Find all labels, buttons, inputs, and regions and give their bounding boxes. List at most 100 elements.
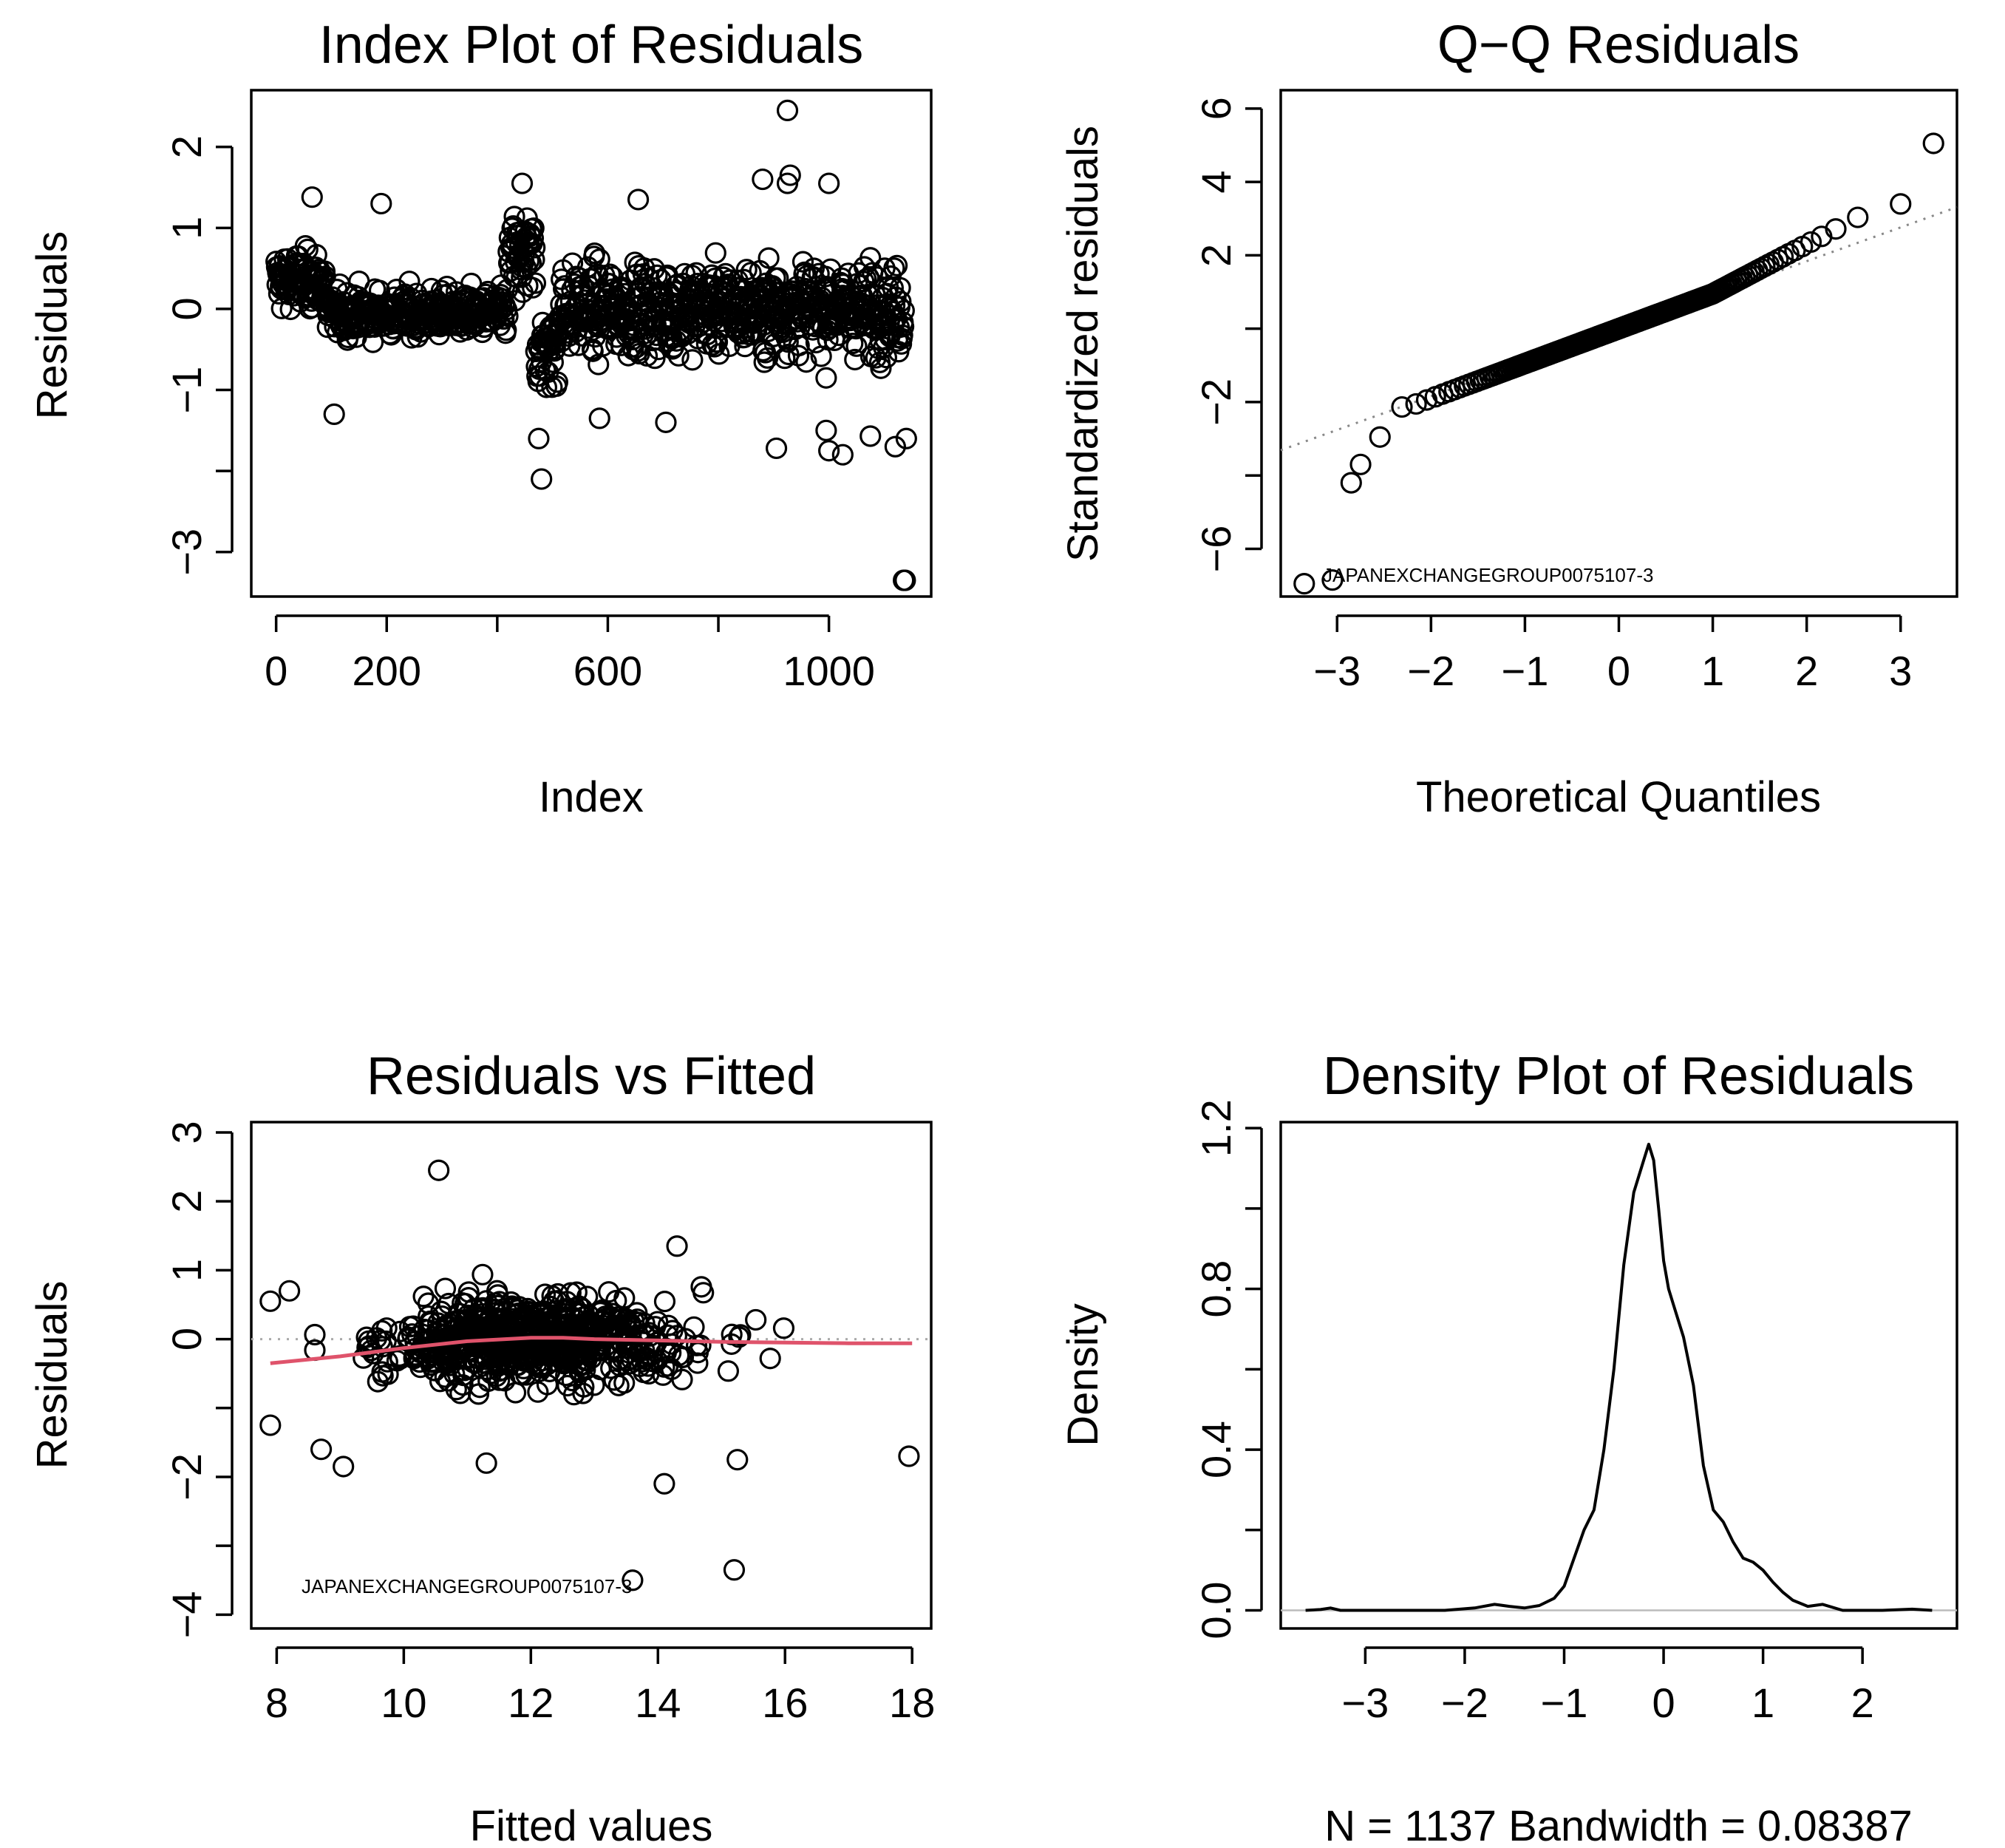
data-point <box>1369 426 1391 448</box>
data-point <box>565 1281 588 1303</box>
data-point <box>889 276 911 299</box>
data-point <box>482 1324 505 1346</box>
data-point <box>601 1302 623 1325</box>
outlier-point <box>765 437 788 460</box>
x-tick-label: −3 <box>1341 1679 1389 1726</box>
data-point <box>859 247 882 269</box>
outlier-point <box>428 1159 450 1181</box>
data-point <box>795 351 817 373</box>
x-axis-label: N = 1137 Bandwidth = 0.08387 <box>1324 1802 1912 1848</box>
data-point <box>589 1359 611 1381</box>
scatter-points <box>1293 132 1944 595</box>
outlier-point <box>511 172 534 194</box>
density-curve <box>1305 1142 1933 1612</box>
data-point <box>445 1379 467 1401</box>
y-tick-label: 0 <box>163 297 210 320</box>
data-point <box>488 1360 510 1382</box>
x-tick-label: 16 <box>762 1679 808 1726</box>
outlier-point <box>333 1455 355 1478</box>
outlier-point <box>818 440 840 462</box>
y-tick-label: −1 <box>163 367 210 414</box>
outlier-point <box>370 192 392 215</box>
data-point <box>842 332 864 355</box>
data-point <box>457 1304 479 1326</box>
outlier-point <box>1321 569 1344 591</box>
data-point <box>582 340 604 362</box>
data-point <box>626 1302 648 1324</box>
axes: −3 −2 −1 0 1 2 0.0 0.4 0.8 1.2 <box>1193 1099 1874 1726</box>
x-tick-label: 8 <box>265 1679 288 1726</box>
y-tick-label: 2 <box>163 1190 210 1213</box>
panel-density-plot: Density Plot of Residuals N = 1137 Bandw… <box>1059 1047 1958 1848</box>
y-tick-label: 1 <box>163 1259 210 1282</box>
outlier-point <box>884 435 906 458</box>
y-tick-label: 0.4 <box>1193 1421 1239 1478</box>
outlier-point <box>1340 472 1362 494</box>
x-tick-label: 1000 <box>783 648 875 694</box>
chart-title: Residuals vs Fitted <box>367 1047 816 1106</box>
data-point <box>653 1291 676 1313</box>
panel-residuals-vs-fitted: Residuals vs Fitted Fitted values Residu… <box>28 1047 935 1848</box>
data-point <box>541 1312 563 1334</box>
outlier-point <box>588 407 610 429</box>
outlier-point <box>1293 573 1315 595</box>
data-point <box>532 1334 554 1356</box>
data-point <box>434 1277 457 1300</box>
data-point <box>423 1359 445 1382</box>
x-tick-label: 12 <box>508 1679 554 1726</box>
outlier-point <box>528 427 550 449</box>
scatter-points <box>259 1159 920 1591</box>
outlier-point <box>278 1280 301 1302</box>
data-point <box>717 1360 740 1382</box>
data-point <box>667 1344 690 1367</box>
data-point <box>890 291 912 313</box>
data-point <box>735 259 758 281</box>
density-line <box>1305 1142 1933 1612</box>
data-point <box>875 347 898 369</box>
x-tick-label: 2 <box>1795 648 1818 694</box>
data-point <box>452 1292 474 1314</box>
data-point <box>757 347 779 369</box>
data-point <box>753 351 775 373</box>
outlier-point <box>310 1438 333 1461</box>
y-tick-label: −4 <box>163 1591 210 1638</box>
x-tick-label: 1 <box>1701 648 1724 694</box>
data-point <box>1847 206 1869 228</box>
y-tick-label: −2 <box>1193 378 1239 426</box>
outlier-point <box>1890 193 1912 215</box>
y-tick-label: 4 <box>1193 171 1239 194</box>
plot-frame <box>250 1121 933 1630</box>
chart-title: Index Plot of Residuals <box>319 16 863 75</box>
y-tick-label: −6 <box>1193 526 1239 573</box>
outlier-point <box>895 427 917 449</box>
y-tick-label: 1 <box>163 217 210 240</box>
y-tick-label: −3 <box>163 529 210 576</box>
outlier-point <box>301 186 323 208</box>
data-point <box>561 252 584 274</box>
data-point <box>893 316 915 338</box>
outlier-point <box>859 425 882 447</box>
outlier-point <box>323 403 345 426</box>
axes: −3 −2 −1 0 1 2 3 −6 −2 2 4 6 <box>1193 97 1912 694</box>
data-point <box>546 371 568 393</box>
data-point <box>371 1336 393 1358</box>
data-point <box>425 1321 448 1344</box>
data-point <box>398 271 421 293</box>
x-axis-label: Theoretical Quantiles <box>1416 773 1821 821</box>
outlier-point <box>898 1445 920 1467</box>
outlier-point <box>531 468 553 490</box>
data-point <box>774 347 796 370</box>
data-point <box>388 1345 411 1368</box>
data-point <box>535 376 558 398</box>
data-point <box>377 1363 399 1385</box>
x-tick-label: 0 <box>1607 648 1630 694</box>
data-point <box>681 349 704 371</box>
data-point <box>570 1302 592 1325</box>
y-tick-label: 0.8 <box>1193 1260 1239 1318</box>
data-point <box>704 242 726 264</box>
data-point <box>573 1376 595 1398</box>
data-point <box>787 344 810 367</box>
data-point <box>524 237 546 259</box>
data-point <box>1825 218 1847 240</box>
